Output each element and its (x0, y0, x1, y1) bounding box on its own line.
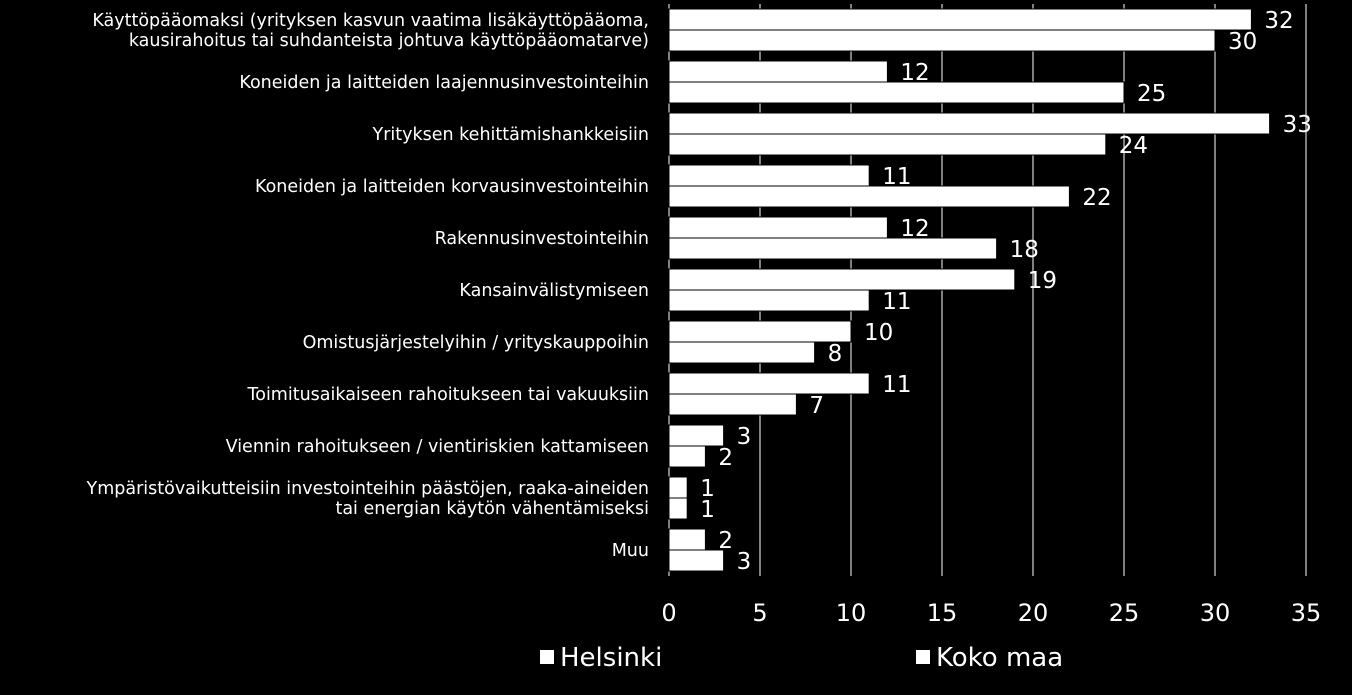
bar-koko-maa-7 (668, 393, 797, 416)
data-label-helsinki-4: 12 (900, 216, 929, 242)
data-label-helsinki-0: 32 (1264, 8, 1293, 34)
x-tick-label-15: 15 (927, 599, 958, 627)
bar-koko-maa-5 (668, 289, 870, 312)
bar-koko-maa-1 (668, 81, 1125, 104)
x-tick-label-35: 35 (1291, 599, 1322, 627)
bar-koko-maa-3 (668, 185, 1070, 208)
category-label-line: Koneiden ja laitteiden laajennusinvestoi… (239, 73, 649, 93)
category-label-line: Kansainvälistymiseen (459, 281, 649, 301)
category-label-line: Ympäristövaikutteisiin investointeihin p… (86, 479, 649, 499)
category-label-10: Muu (612, 541, 649, 561)
legend-label-koko-maa: Koko maa (936, 643, 1063, 673)
x-tick-label-25: 25 (1109, 599, 1140, 627)
category-label-line: tai energian käytön vähentämiseksi (335, 499, 649, 519)
data-label-koko-maa-7: 7 (809, 393, 824, 419)
legend-swatch-koko-maa (916, 650, 930, 664)
category-label-4: Rakennusinvestointeihin (435, 229, 649, 249)
category-label-line: Omistusjärjestelyihin / yrityskauppoihin (303, 333, 649, 353)
category-label-line: Toimitusaikaiseen rahoitukseen tai vakuu… (247, 385, 649, 405)
bars (668, 8, 1271, 572)
bar-koko-maa-8 (668, 445, 706, 468)
category-labels: Käyttöpääomaksi (yrityksen kasvun vaatim… (86, 11, 649, 561)
data-label-koko-maa-1: 25 (1137, 81, 1166, 107)
data-label-helsinki-5: 19 (1028, 268, 1057, 294)
data-label-koko-maa-8: 2 (718, 445, 733, 471)
bar-koko-maa-9 (668, 497, 688, 520)
category-label-7: Toimitusaikaiseen rahoitukseen tai vakuu… (247, 385, 649, 405)
x-axis-tick-labels: 0 5 10 15 20 25 30 35 (661, 599, 1321, 627)
category-label-line: kausirahoitus tai suhdanteista johtuva k… (129, 31, 649, 51)
category-label-1: Koneiden ja laitteiden laajennusinvestoi… (239, 73, 649, 93)
bar-helsinki-0 (668, 8, 1252, 31)
data-label-helsinki-10: 2 (718, 528, 733, 554)
x-tick-label-10: 10 (836, 599, 867, 627)
data-label-helsinki-1: 12 (900, 60, 929, 86)
category-label-line: Yrityksen kehittämishankkeisiin (372, 125, 649, 145)
data-label-koko-maa-3: 22 (1082, 185, 1111, 211)
bar-helsinki-1 (668, 60, 888, 83)
bar-koko-maa-2 (668, 133, 1107, 156)
category-label-0: Käyttöpääomaksi (yrityksen kasvun vaatim… (92, 11, 649, 51)
category-label-2: Yrityksen kehittämishankkeisiin (372, 125, 649, 145)
category-label-line: Muu (612, 541, 649, 561)
data-label-helsinki-7: 11 (882, 372, 911, 398)
data-label-koko-maa-0: 30 (1228, 29, 1257, 55)
data-label-koko-maa-6: 8 (828, 341, 843, 367)
data-label-koko-maa-5: 11 (882, 289, 911, 315)
data-label-koko-maa-9: 1 (700, 497, 715, 523)
bar-koko-maa-4 (668, 237, 998, 260)
bar-helsinki-9 (668, 476, 688, 499)
legend-swatch-helsinki (540, 650, 554, 664)
category-label-line: Käyttöpääomaksi (yrityksen kasvun vaatim… (92, 11, 649, 31)
bar-koko-maa-0 (668, 29, 1216, 52)
data-label-helsinki-8: 3 (737, 424, 752, 450)
bar-helsinki-2 (668, 112, 1271, 135)
legend-label-helsinki: Helsinki (560, 643, 662, 673)
x-tick-label-5: 5 (752, 599, 767, 627)
bar-helsinki-8 (668, 424, 725, 447)
data-label-helsinki-6: 10 (864, 320, 893, 346)
bar-helsinki-3 (668, 164, 870, 187)
bar-koko-maa-10 (668, 549, 725, 572)
bar-helsinki-6 (668, 320, 852, 343)
data-label-helsinki-9: 1 (700, 476, 715, 502)
category-label-line: Koneiden ja laitteiden korvausinvestoint… (255, 177, 649, 197)
data-label-koko-maa-10: 3 (737, 549, 752, 575)
x-tick-label-20: 20 (1018, 599, 1049, 627)
category-label-line: Viennin rahoitukseen / vientiriskien kat… (226, 437, 649, 457)
x-tick-label-0: 0 (661, 599, 676, 627)
bar-helsinki-5 (668, 268, 1016, 291)
bar-helsinki-4 (668, 216, 888, 239)
bar-koko-maa-6 (668, 341, 816, 364)
bar-helsinki-7 (668, 372, 870, 395)
category-label-8: Viennin rahoitukseen / vientiriskien kat… (226, 437, 649, 457)
x-tick-label-30: 30 (1200, 599, 1231, 627)
data-label-helsinki-3: 11 (882, 164, 911, 190)
category-label-5: Kansainvälistymiseen (459, 281, 649, 301)
category-label-9: Ympäristövaikutteisiin investointeihin p… (86, 479, 649, 519)
data-label-koko-maa-2: 24 (1119, 133, 1148, 159)
category-label-3: Koneiden ja laitteiden korvausinvestoint… (255, 177, 649, 197)
bar-helsinki-10 (668, 528, 706, 551)
category-label-line: Rakennusinvestointeihin (435, 229, 649, 249)
legend: Helsinki Koko maa (540, 643, 1063, 673)
data-label-helsinki-2: 33 (1283, 112, 1312, 138)
category-label-6: Omistusjärjestelyihin / yrityskauppoihin (303, 333, 649, 353)
data-label-koko-maa-4: 18 (1010, 237, 1039, 263)
